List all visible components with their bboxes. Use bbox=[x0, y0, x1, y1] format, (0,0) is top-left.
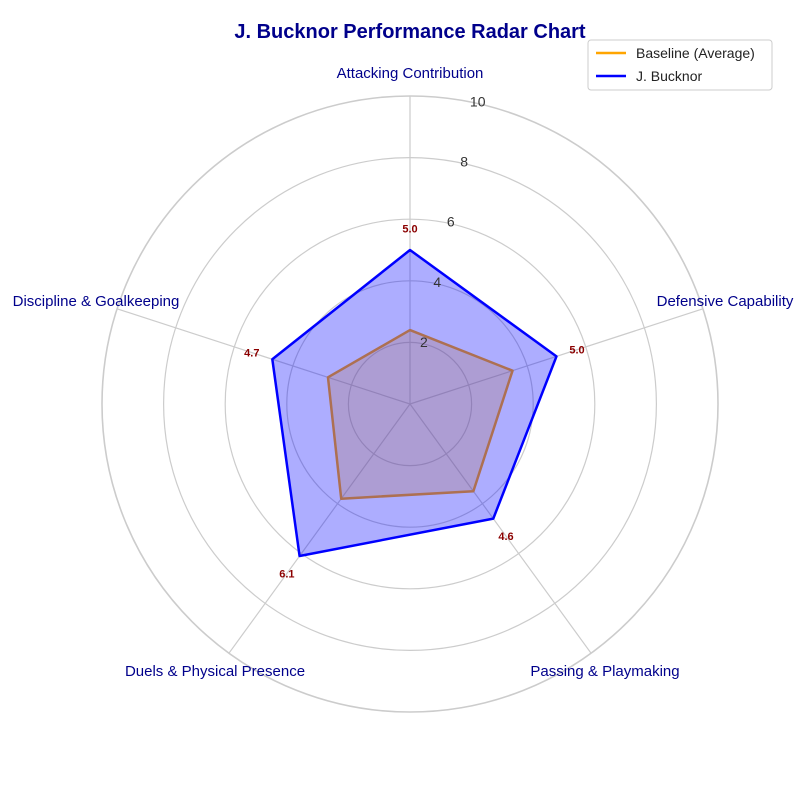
radial-tick-label: 10 bbox=[470, 94, 486, 110]
labels-layer: 2 4 6 8 10 Attacking Contribution Defensive Ca… bbox=[13, 65, 794, 680]
category-label: Passing & Playmaking bbox=[530, 663, 679, 680]
data-value-label: 4.7 bbox=[244, 348, 259, 360]
radial-tick-label: 8 bbox=[460, 154, 468, 170]
chart-title: J. Bucknor Performance Radar Chart bbox=[234, 21, 586, 43]
category-label: Discipline & Goalkeeping bbox=[13, 293, 180, 310]
series-layer bbox=[271, 248, 558, 558]
radial-tick-label: 4 bbox=[433, 274, 441, 290]
legend-label-player: J. Bucknor bbox=[636, 68, 702, 84]
category-label: Attacking Contribution bbox=[337, 65, 484, 82]
grid-spoke bbox=[228, 403, 411, 654]
legend-label-baseline: Baseline (Average) bbox=[636, 45, 755, 61]
data-value-label: 5.0 bbox=[402, 223, 417, 235]
legend-box bbox=[587, 39, 773, 91]
series-polygon-player bbox=[271, 248, 558, 558]
data-value-label: 5.0 bbox=[569, 345, 584, 357]
radar-grid bbox=[101, 95, 719, 713]
category-label: Duels & Physical Presence bbox=[125, 663, 305, 680]
radial-tick-label: 2 bbox=[420, 334, 428, 350]
legend: Baseline (Average) J. Bucknor bbox=[587, 39, 773, 91]
radial-tick-label: 6 bbox=[447, 214, 455, 230]
series-polygon-baseline bbox=[326, 328, 514, 500]
grid-spoke bbox=[409, 403, 592, 654]
category-label: Defensive Capability bbox=[657, 293, 794, 310]
data-value-label: 6.1 bbox=[279, 568, 294, 580]
data-value-label: 4.6 bbox=[498, 531, 513, 543]
grid-spoke bbox=[116, 308, 411, 405]
